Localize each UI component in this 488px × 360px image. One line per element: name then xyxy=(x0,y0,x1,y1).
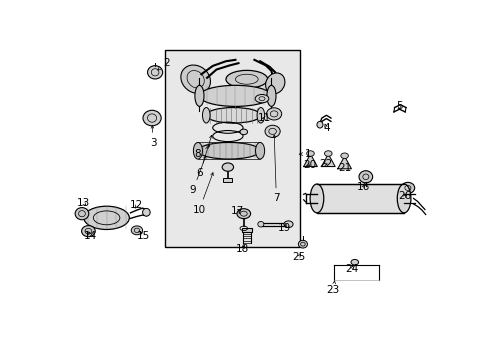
Ellipse shape xyxy=(400,183,414,193)
Ellipse shape xyxy=(198,143,260,159)
Ellipse shape xyxy=(142,208,150,216)
Ellipse shape xyxy=(225,70,267,88)
Polygon shape xyxy=(321,154,334,167)
Ellipse shape xyxy=(181,65,210,94)
Ellipse shape xyxy=(240,129,247,135)
Ellipse shape xyxy=(222,163,233,171)
Bar xyxy=(316,184,403,213)
Text: 11: 11 xyxy=(258,113,271,123)
Ellipse shape xyxy=(257,221,264,227)
Text: 5: 5 xyxy=(395,100,402,111)
Ellipse shape xyxy=(81,226,95,237)
Text: 17: 17 xyxy=(230,206,244,216)
Ellipse shape xyxy=(358,171,372,183)
Text: 21: 21 xyxy=(337,163,350,174)
Ellipse shape xyxy=(237,209,250,219)
Text: 18: 18 xyxy=(235,244,248,254)
Text: 16: 16 xyxy=(356,183,369,192)
Ellipse shape xyxy=(75,208,89,220)
Text: 13: 13 xyxy=(76,198,89,208)
Text: 26: 26 xyxy=(397,191,410,201)
Text: 6: 6 xyxy=(196,135,212,179)
Bar xyxy=(241,228,252,232)
Text: 20: 20 xyxy=(302,160,315,170)
Polygon shape xyxy=(337,156,351,169)
Bar xyxy=(165,50,299,247)
Ellipse shape xyxy=(206,108,260,123)
Ellipse shape xyxy=(266,108,281,120)
Ellipse shape xyxy=(309,184,323,213)
Ellipse shape xyxy=(84,206,129,229)
Ellipse shape xyxy=(396,184,410,213)
Ellipse shape xyxy=(131,226,142,235)
Ellipse shape xyxy=(199,85,271,107)
Text: 3: 3 xyxy=(150,126,156,148)
Ellipse shape xyxy=(255,143,264,159)
Text: 7: 7 xyxy=(272,135,279,203)
Ellipse shape xyxy=(306,151,314,156)
Text: 25: 25 xyxy=(291,252,305,262)
Ellipse shape xyxy=(142,110,161,126)
Bar xyxy=(223,178,232,181)
Ellipse shape xyxy=(316,121,323,128)
Text: 24: 24 xyxy=(345,264,358,274)
Ellipse shape xyxy=(264,125,280,138)
Ellipse shape xyxy=(284,221,292,228)
Ellipse shape xyxy=(202,108,210,123)
Ellipse shape xyxy=(350,260,358,265)
Text: 9: 9 xyxy=(189,156,205,195)
Ellipse shape xyxy=(147,66,163,79)
Polygon shape xyxy=(303,154,317,167)
Ellipse shape xyxy=(266,85,275,107)
Text: 1: 1 xyxy=(299,149,311,159)
Text: 2: 2 xyxy=(158,58,169,70)
Text: 4: 4 xyxy=(323,123,329,133)
Text: 23: 23 xyxy=(326,281,339,295)
Text: 22: 22 xyxy=(318,159,331,169)
Ellipse shape xyxy=(298,240,307,248)
Text: 8: 8 xyxy=(193,145,209,159)
Ellipse shape xyxy=(257,108,264,123)
Ellipse shape xyxy=(193,143,202,159)
Ellipse shape xyxy=(195,85,203,107)
Text: 14: 14 xyxy=(84,231,97,241)
Ellipse shape xyxy=(265,73,285,94)
Text: 12: 12 xyxy=(130,201,143,210)
Text: 15: 15 xyxy=(137,231,150,241)
Ellipse shape xyxy=(255,94,268,103)
Text: 10: 10 xyxy=(192,173,213,215)
Ellipse shape xyxy=(324,151,331,156)
Text: 19: 19 xyxy=(278,222,291,233)
Ellipse shape xyxy=(340,153,347,158)
